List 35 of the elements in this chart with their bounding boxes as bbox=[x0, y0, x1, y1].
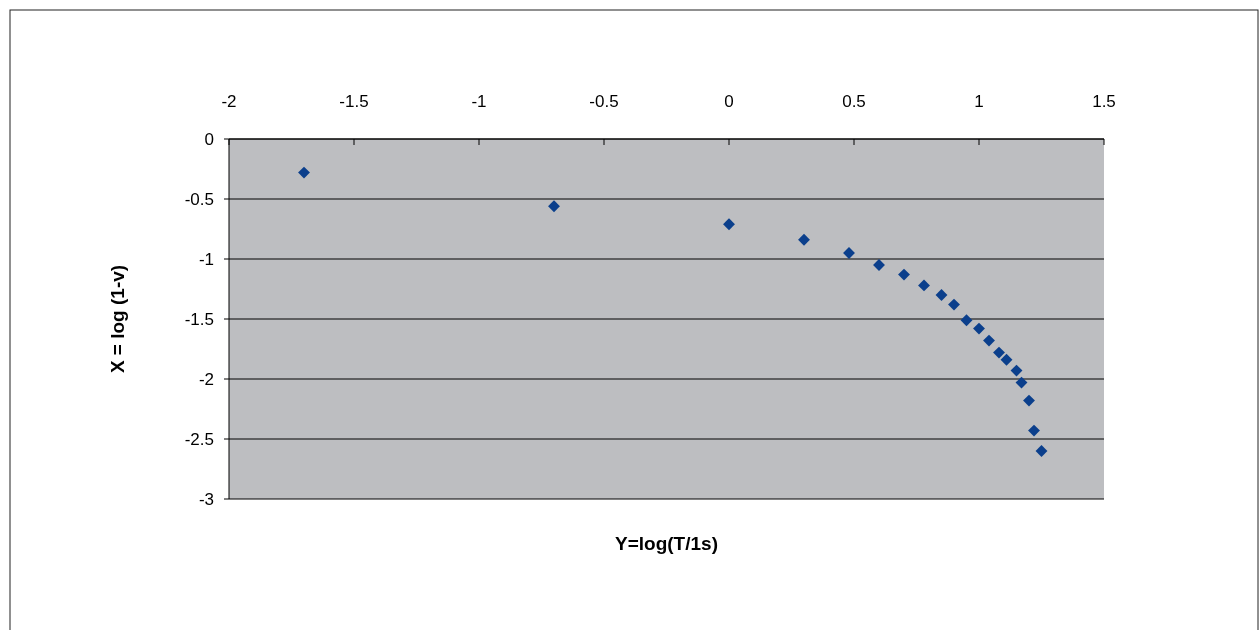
point bbox=[1028, 424, 1040, 437]
point bbox=[948, 298, 960, 311]
point bbox=[723, 218, 735, 231]
point bbox=[1000, 353, 1013, 366]
point bbox=[1010, 364, 1023, 377]
x-tick-label: 0 bbox=[724, 92, 734, 111]
y-tick-label: -1.5 bbox=[184, 310, 214, 329]
point bbox=[1015, 376, 1028, 389]
y-tick-label: -2 bbox=[198, 370, 214, 389]
x-axis-title: Y=log(T/1s) bbox=[615, 533, 718, 554]
point bbox=[1023, 394, 1035, 407]
x-tick-label: 1.5 bbox=[1092, 92, 1116, 111]
point bbox=[298, 166, 310, 179]
x-tick-label: -1.5 bbox=[339, 92, 369, 111]
point bbox=[548, 200, 560, 213]
x-tick-label: -0.5 bbox=[589, 92, 619, 111]
x-tick-label: -2 bbox=[221, 92, 237, 111]
y-tick-label: -1 bbox=[198, 250, 214, 269]
point bbox=[973, 322, 985, 335]
x-tick-label: 0.5 bbox=[842, 92, 866, 111]
point bbox=[993, 346, 1005, 359]
y-axis-title: X = log (1-v) bbox=[107, 264, 128, 374]
y-tick-label: -3 bbox=[198, 490, 214, 509]
x-tick-label: 1 bbox=[974, 92, 984, 111]
point bbox=[960, 314, 973, 327]
x-tick-label: -1 bbox=[471, 92, 487, 111]
point bbox=[1035, 445, 1048, 457]
point bbox=[983, 334, 995, 347]
y-tick-label: -2.5 bbox=[184, 430, 214, 449]
point bbox=[935, 289, 948, 301]
y-tick-label: -0.5 bbox=[184, 190, 214, 209]
y-tick-label: 0 bbox=[204, 130, 214, 149]
point bbox=[918, 279, 930, 292]
point bbox=[798, 233, 810, 246]
point bbox=[898, 268, 910, 281]
